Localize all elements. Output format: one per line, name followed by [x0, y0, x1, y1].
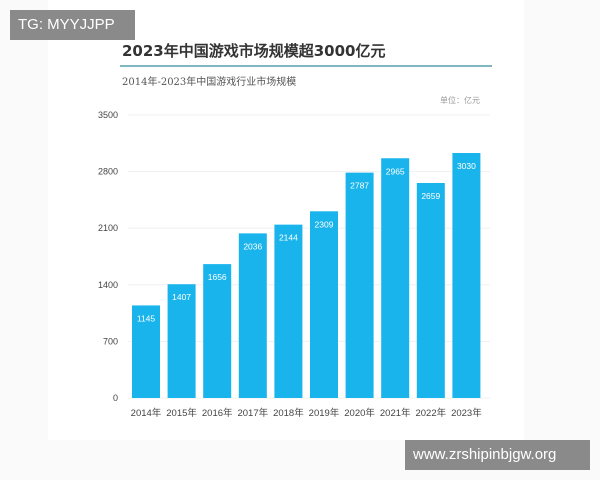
data-label: 2309 [315, 219, 334, 229]
x-tick-label: 2023年 [451, 407, 482, 419]
x-tick-label: 2014年 [131, 407, 162, 419]
x-tick-label: 2021年 [380, 407, 411, 419]
data-label: 2659 [421, 191, 440, 201]
bar [238, 233, 267, 398]
bar [203, 264, 232, 398]
bar [274, 224, 303, 398]
x-tick-label: 2019年 [309, 407, 340, 419]
watermark-bottom-right: www.zrshipinbjgw.org [405, 440, 590, 470]
title-divider [120, 65, 492, 67]
bar [167, 284, 196, 398]
y-tick-label: 2100 [98, 223, 118, 233]
x-tick-label: 2018年 [273, 407, 304, 419]
x-tick-label: 2016年 [202, 407, 233, 419]
x-tick-label: 2015年 [166, 407, 197, 419]
data-label: 3030 [457, 161, 476, 171]
y-tick-label: 1400 [98, 280, 118, 290]
y-tick-label: 700 [103, 336, 118, 346]
chart-title: 2023年中国游戏市场规模超3000亿元 [122, 42, 386, 60]
chart-subtitle: 2014年-2023年中国游戏行业市场规模 [122, 77, 297, 88]
data-label: 2787 [350, 181, 369, 191]
watermark-top-left: TG: MYYJJPP [10, 10, 135, 40]
data-label: 2965 [386, 166, 405, 176]
bar [345, 172, 374, 398]
data-label: 2144 [279, 233, 298, 243]
x-tick-label: 2022年 [415, 407, 446, 419]
data-label: 2036 [243, 241, 262, 251]
bar [452, 153, 481, 398]
x-tick-label: 2017年 [237, 407, 268, 419]
unit-label: 单位：亿元 [440, 96, 480, 105]
y-tick-label: 0 [113, 393, 118, 403]
bar [416, 183, 445, 398]
bar [381, 158, 410, 398]
x-tick-label: 2020年 [344, 407, 375, 419]
y-tick-label: 2800 [98, 167, 118, 177]
data-label: 1145 [137, 313, 156, 323]
y-tick-label: 3500 [98, 110, 118, 120]
data-label: 1407 [172, 292, 191, 302]
bar [310, 211, 338, 398]
data-label: 1656 [208, 272, 227, 282]
bar [132, 305, 160, 398]
